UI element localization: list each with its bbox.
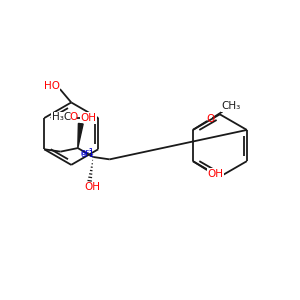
Text: or1: or1	[81, 149, 94, 158]
Text: HO: HO	[44, 81, 60, 91]
Text: O: O	[206, 114, 214, 124]
Text: O: O	[69, 112, 77, 122]
Text: or1: or1	[81, 148, 94, 157]
Polygon shape	[78, 123, 83, 148]
Text: H₃C: H₃C	[52, 112, 71, 122]
Text: CH₃: CH₃	[222, 101, 241, 111]
Text: OH: OH	[84, 182, 100, 192]
Text: OH: OH	[80, 113, 96, 123]
Text: OH: OH	[207, 169, 224, 178]
